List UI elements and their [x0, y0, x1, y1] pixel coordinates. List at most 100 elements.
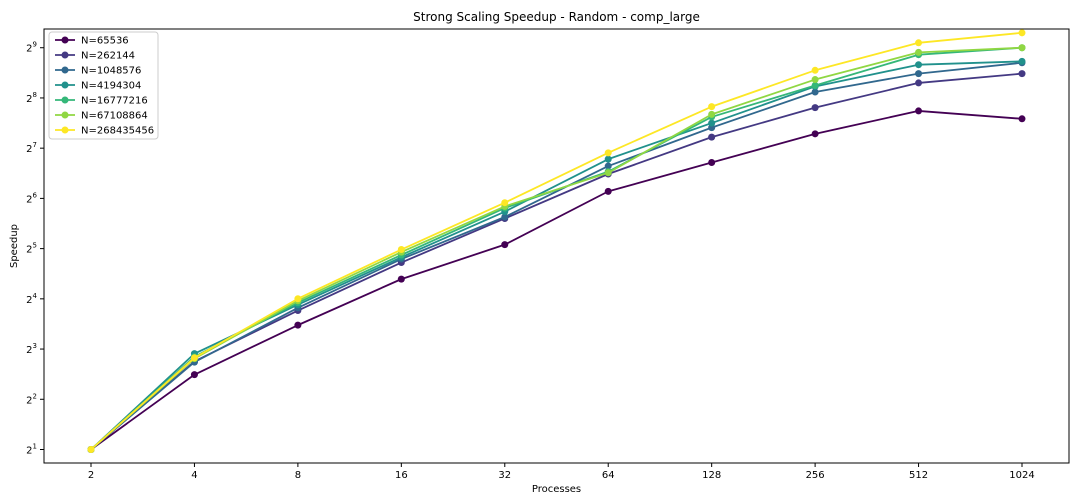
data-point — [915, 48, 923, 56]
series-n-16777216 — [87, 44, 1026, 453]
y-tick-exponent: 3 — [33, 342, 37, 350]
data-point — [811, 81, 819, 89]
x-tick-label: 32 — [498, 470, 511, 481]
y-tick-base: 2 — [26, 44, 32, 55]
data-point — [190, 354, 198, 362]
x-axis-label: Processes — [532, 484, 581, 495]
data-point — [501, 213, 509, 221]
data-point — [1018, 44, 1026, 52]
data-point — [604, 149, 612, 157]
data-point — [708, 133, 716, 141]
y-tick-base: 2 — [26, 245, 32, 256]
series-n-268435456 — [87, 29, 1026, 453]
data-point — [811, 104, 819, 112]
chart-title: Strong Scaling Speedup - Random - comp_l… — [413, 10, 700, 24]
series-n-262144 — [87, 70, 1026, 453]
y-tick-base: 2 — [26, 345, 32, 356]
x-tick-label: 2 — [88, 470, 94, 481]
y-tick-label: 29 — [26, 41, 37, 55]
series-n-65536 — [87, 107, 1026, 453]
series-line — [90, 72, 1023, 451]
legend-marker — [61, 81, 69, 89]
x-tick-label: 128 — [702, 470, 721, 481]
x-tick-label: 256 — [806, 470, 825, 481]
legend-marker — [61, 66, 69, 74]
y-axis-label: Speedup — [9, 224, 20, 268]
data-point — [604, 187, 612, 195]
data-point — [604, 155, 612, 163]
x-axis: 2 4 8 16 32 64 128 256 512 1024 — [88, 463, 1035, 481]
data-point — [1018, 115, 1026, 123]
y-tick-label: 27 — [26, 141, 37, 155]
data-point — [915, 39, 923, 47]
y-tick-label: 22 — [26, 392, 37, 406]
y-tick-label: 24 — [26, 292, 37, 306]
data-point — [708, 159, 716, 167]
legend: N=65536 N=262144 N=1048576 N=4194304 N=16777… — [48, 31, 159, 140]
series-line — [90, 61, 1023, 451]
legend-label: N=65536 — [81, 36, 129, 47]
legend-label: N=4194304 — [81, 81, 141, 92]
data-point — [604, 162, 612, 170]
series-line — [90, 46, 1023, 451]
data-point — [1018, 57, 1026, 65]
y-tick-base: 2 — [26, 94, 32, 105]
y-tick-exponent: 8 — [33, 91, 37, 99]
plot-area — [43, 28, 1070, 464]
data-point — [915, 79, 923, 87]
data-point — [604, 169, 612, 177]
data-point — [708, 119, 716, 127]
legend-marker — [61, 51, 69, 59]
data-point — [1018, 70, 1026, 78]
x-tick-label: 64 — [602, 470, 615, 481]
y-tick-label: 21 — [26, 442, 37, 456]
y-tick-exponent: 7 — [33, 141, 37, 149]
legend-frame — [48, 31, 159, 140]
series-line — [90, 31, 1023, 451]
data-point — [915, 70, 923, 78]
data-point — [294, 321, 302, 329]
y-tick-label: 28 — [26, 91, 37, 105]
legend-marker — [61, 36, 69, 44]
x-tick-label: 512 — [909, 470, 928, 481]
data-point — [501, 241, 509, 249]
y-tick-base: 2 — [26, 295, 32, 306]
y-tick-label: 25 — [26, 242, 37, 256]
x-tick-label: 4 — [191, 470, 197, 481]
data-point — [915, 107, 923, 115]
y-tick-exponent: 9 — [33, 41, 37, 49]
data-point — [87, 445, 95, 453]
legend-label: N=16777216 — [81, 96, 148, 107]
legend-marker — [61, 126, 69, 134]
x-tick-label: 16 — [395, 470, 408, 481]
legend-marker — [61, 96, 69, 104]
data-point — [915, 61, 923, 69]
y-tick-base: 2 — [26, 144, 32, 155]
y-tick-label: 23 — [26, 342, 37, 356]
x-tick-label: 1024 — [1009, 470, 1034, 481]
y-tick-exponent: 6 — [33, 191, 38, 199]
series-line — [90, 46, 1023, 451]
legend-label: N=1048576 — [81, 66, 141, 77]
y-tick-exponent: 1 — [33, 442, 37, 450]
y-tick-exponent: 4 — [33, 292, 38, 300]
x-tick-label: 8 — [295, 470, 301, 481]
data-point — [397, 246, 405, 254]
data-point — [294, 295, 302, 303]
series-line — [90, 110, 1023, 451]
series-layer — [87, 29, 1026, 453]
legend-label: N=67108864 — [81, 111, 148, 122]
data-point — [1018, 29, 1026, 37]
data-point — [811, 88, 819, 96]
legend-marker — [61, 111, 69, 119]
y-tick-exponent: 5 — [33, 242, 37, 250]
legend-label: N=268435456 — [81, 126, 154, 137]
y-tick-exponent: 2 — [33, 392, 37, 400]
data-point — [811, 130, 819, 138]
data-point — [397, 275, 405, 283]
data-point — [811, 66, 819, 74]
data-point — [190, 371, 198, 379]
data-point — [501, 199, 509, 207]
